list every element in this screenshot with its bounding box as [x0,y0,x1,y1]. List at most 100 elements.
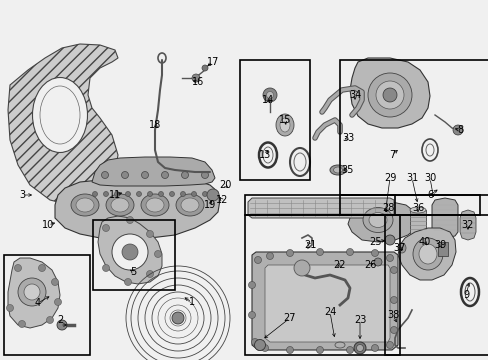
Polygon shape [459,210,475,240]
Polygon shape [264,265,389,342]
Circle shape [154,251,161,257]
Circle shape [386,342,393,348]
Text: 16: 16 [191,77,203,87]
Circle shape [125,192,130,197]
Circle shape [191,192,196,197]
Circle shape [266,91,273,99]
Circle shape [141,171,148,179]
Circle shape [136,192,141,197]
Text: 11: 11 [109,190,121,200]
Ellipse shape [418,244,436,264]
Circle shape [202,192,207,197]
Circle shape [263,88,276,102]
Ellipse shape [280,118,289,132]
Text: 22: 22 [333,260,346,270]
Circle shape [356,345,363,351]
Text: 23: 23 [353,315,366,325]
Circle shape [316,248,323,256]
Circle shape [18,278,46,306]
Polygon shape [349,58,429,128]
Bar [339,60,488,195]
Circle shape [19,320,25,328]
Bar [244,215,399,355]
Circle shape [367,73,411,117]
Circle shape [213,192,218,197]
Text: 32: 32 [461,220,473,230]
Text: 27: 27 [283,313,296,323]
Circle shape [346,248,353,256]
Circle shape [24,284,40,300]
Circle shape [452,125,462,135]
Circle shape [57,320,67,330]
Polygon shape [397,228,455,280]
Ellipse shape [333,167,342,173]
Ellipse shape [141,194,169,216]
Ellipse shape [181,198,199,212]
Text: 2: 2 [57,315,63,325]
Bar [409,210,425,235]
Bar [4,255,90,355]
Circle shape [384,235,394,245]
Circle shape [172,312,183,324]
Bar [240,60,309,180]
Ellipse shape [32,77,87,153]
Bar [437,242,447,256]
Circle shape [375,81,403,109]
Polygon shape [98,216,162,284]
Circle shape [6,305,14,311]
Circle shape [371,345,378,351]
Text: 19: 19 [203,200,216,210]
Circle shape [382,88,396,102]
Circle shape [54,298,61,306]
Circle shape [146,230,153,238]
Text: 1: 1 [188,297,195,307]
Circle shape [102,225,109,231]
Text: 5: 5 [130,267,136,277]
Circle shape [15,265,21,271]
Circle shape [39,265,45,271]
Text: 20: 20 [218,180,231,190]
Ellipse shape [368,212,386,228]
Polygon shape [92,157,215,186]
Polygon shape [55,178,220,238]
Circle shape [158,192,163,197]
Ellipse shape [412,238,442,270]
Ellipse shape [176,194,203,216]
Circle shape [286,249,293,256]
Circle shape [206,189,219,201]
Circle shape [102,265,109,271]
Ellipse shape [275,114,293,136]
Text: 7: 7 [388,150,394,160]
Ellipse shape [362,207,392,233]
Text: 38: 38 [386,310,398,320]
Text: 18: 18 [148,120,161,130]
Text: 39: 39 [433,240,445,250]
Circle shape [146,270,153,278]
Polygon shape [431,198,457,238]
Text: 9: 9 [462,290,468,300]
Circle shape [266,252,273,260]
Circle shape [147,192,152,197]
Polygon shape [251,252,397,350]
Text: 34: 34 [348,90,360,100]
Circle shape [161,171,168,179]
Circle shape [201,171,208,179]
Circle shape [169,192,174,197]
Polygon shape [8,258,60,328]
Bar [93,220,175,290]
Ellipse shape [397,243,405,253]
Circle shape [254,339,265,351]
Ellipse shape [71,194,99,216]
Circle shape [122,244,138,260]
Circle shape [316,346,323,354]
Text: 31: 31 [405,173,417,183]
Circle shape [180,192,185,197]
Circle shape [114,192,119,197]
Polygon shape [347,202,417,242]
Ellipse shape [111,198,129,212]
Circle shape [248,282,255,288]
Text: 35: 35 [341,165,353,175]
Circle shape [390,266,397,274]
Circle shape [126,216,133,224]
Circle shape [261,345,268,351]
